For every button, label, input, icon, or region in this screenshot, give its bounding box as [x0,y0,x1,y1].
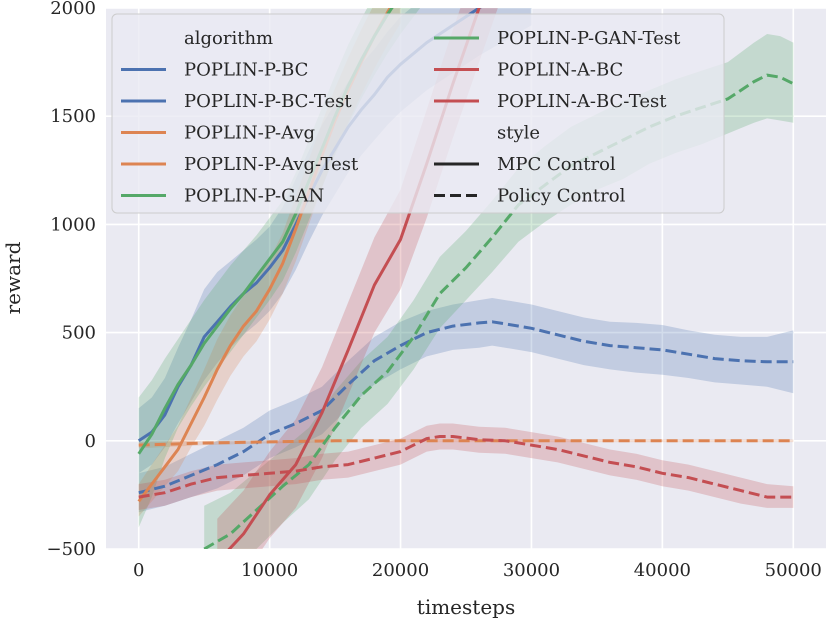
x-tick-label: 10000 [241,560,298,581]
y-tick-label: 500 [62,323,96,344]
tick-labels: 0 10000 20000 30000 40000 50000 −500 0 500 1000 15… [47,0,822,581]
x-tick-label: 30000 [503,560,560,581]
x-axis-label: timesteps [417,595,515,619]
legend-label-policy-control: Policy Control [497,186,626,207]
band-poplin-p-bc-test [138,298,794,513]
series-line-poplin-a-bc-test [138,435,794,499]
legend-title-algorithm: algorithm [184,28,273,49]
legend-label-poplin-p-bc-test: POPLIN-P-BC-Test [184,91,352,112]
y-tick-label: −500 [47,539,96,560]
legend-title-style: style [497,123,540,144]
x-tick-label: 20000 [372,560,429,581]
x-tick-label: 50000 [765,560,822,581]
y-tick-label: 2000 [50,0,96,19]
x-tick-label: 40000 [634,560,691,581]
x-tick-label: 0 [133,560,144,581]
legend-label-poplin-p-gan: POPLIN-P-GAN [184,186,324,207]
legend-label-poplin-a-bc: POPLIN-A-BC [497,60,623,81]
y-tick-label: 1000 [50,214,96,235]
legend-label-poplin-p-gan-test: POPLIN-P-GAN-Test [497,28,681,49]
legend-box [111,13,725,214]
legend-label-poplin-p-bc: POPLIN-P-BC [184,60,308,81]
legend-label-poplin-a-bc-test: POPLIN-A-BC-Test [497,91,667,112]
y-tick-label: 0 [85,431,96,452]
y-axis-label: reward [1,241,25,314]
legend-label-poplin-p-avg: POPLIN-P-Avg [184,123,315,144]
legend: algorithm POPLIN-P-BC POPLIN-P-BC-Test POPL… [111,13,725,214]
series-line-poplin-p-avg-test [138,439,794,447]
legend-label-mpc-control: MPC Control [497,154,616,175]
y-tick-label: 1500 [50,106,96,127]
legend-label-poplin-p-avg-test: POPLIN-P-Avg-Test [184,154,359,175]
series-line-poplin-p-bc-test [138,320,794,495]
